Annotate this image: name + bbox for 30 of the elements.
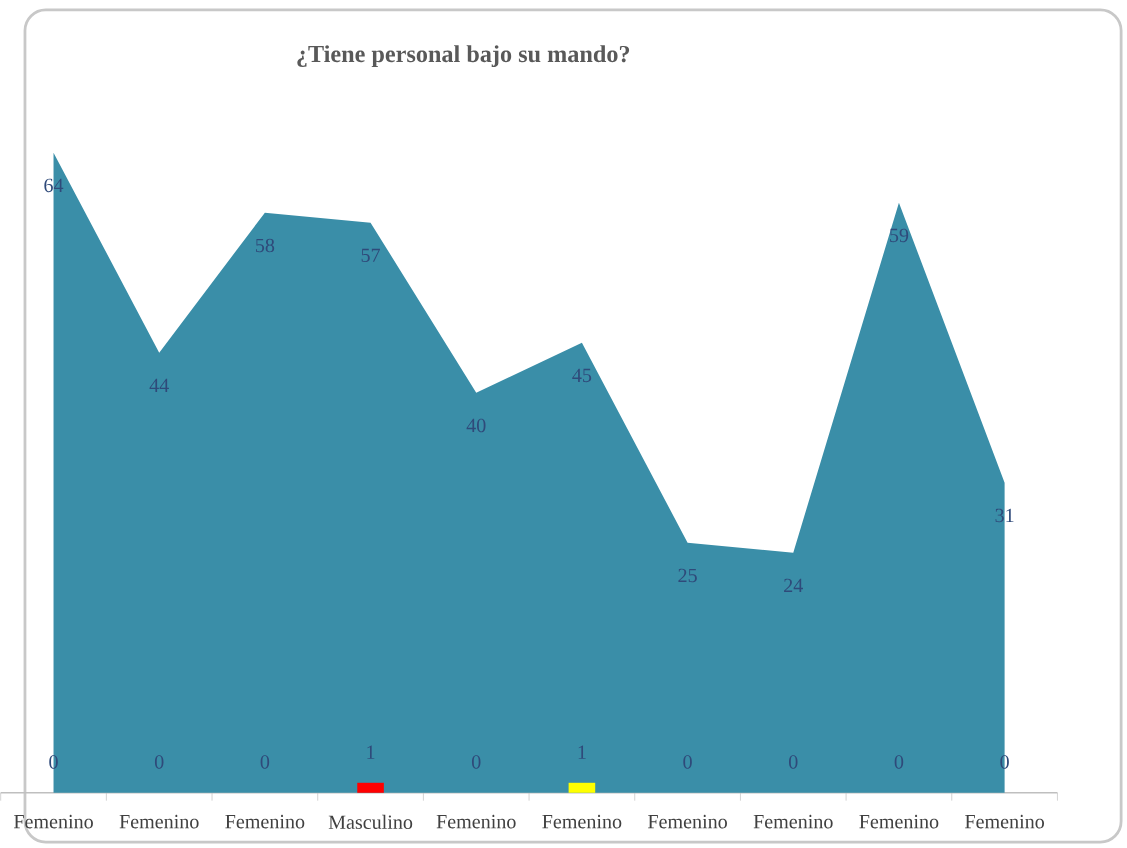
x-tick-label: Femenino	[119, 814, 199, 829]
data-label: 0	[789, 755, 798, 769]
data-label: 25	[678, 568, 697, 583]
data-label: 24	[784, 578, 803, 593]
data-label: 1	[367, 745, 375, 759]
x-tick-label: Femenino	[965, 814, 1045, 829]
data-label: 0	[260, 755, 270, 769]
data-label: 40	[466, 418, 486, 433]
x-tick-label: Femenino	[648, 814, 727, 829]
data-label: 0	[154, 755, 164, 769]
data-label: 57	[361, 248, 380, 263]
x-tick-label: Femenino	[753, 814, 833, 829]
x-tick-label: Femenino	[859, 814, 939, 829]
x-tick-label: Femenino	[225, 814, 305, 829]
data-label: 0	[1000, 755, 1009, 769]
data-label: 0	[49, 755, 58, 769]
data-label: 58	[255, 238, 275, 253]
data-label: 45	[572, 368, 592, 383]
x-tick-label: Femenino	[13, 814, 93, 829]
x-tick-label: Femenino	[436, 814, 516, 829]
x-tick-label: Femenino	[542, 814, 622, 829]
data-label: 44	[149, 378, 169, 392]
data-label: 31	[995, 508, 1014, 523]
data-label: 0	[471, 755, 481, 769]
data-label: 59	[890, 228, 909, 243]
data-label: 0	[894, 755, 904, 769]
data-label: 0	[683, 755, 692, 769]
x-tick-label: Masculino	[328, 814, 413, 830]
data-label: 1	[578, 745, 586, 759]
chart-title: ¿Tiene personal bajo su mando?	[297, 45, 630, 68]
